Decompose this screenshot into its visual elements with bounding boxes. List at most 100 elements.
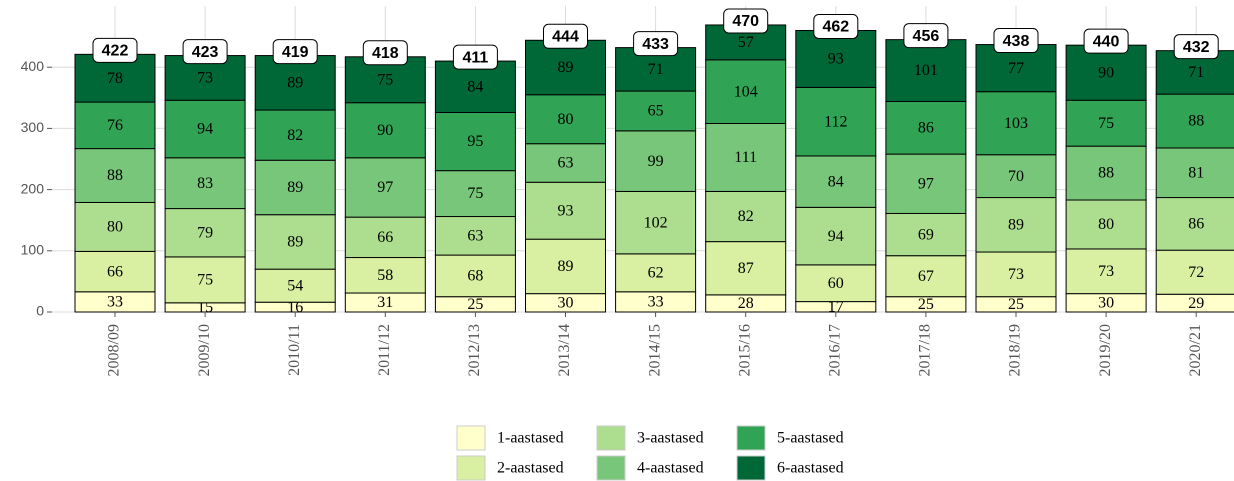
bar-segment: [525, 94, 606, 145]
value-label: 99: [648, 153, 664, 170]
x-tick-label: 2008/09: [106, 324, 123, 376]
value-label: 67: [918, 268, 934, 285]
bar-segment: [164, 99, 246, 159]
bar-segment: [615, 190, 697, 255]
value-label: 87: [738, 260, 754, 277]
total-box: [993, 28, 1039, 54]
bar-segment: [254, 55, 336, 111]
legend-label: 5-aastased: [777, 430, 844, 447]
bar-segment: [1155, 93, 1234, 149]
x-tick-label: 2016/17: [826, 324, 843, 376]
bar-segment: [1155, 197, 1234, 251]
bar-segment: [254, 214, 336, 270]
value-label: 65: [648, 103, 664, 120]
bar-segment: [525, 143, 606, 183]
bar-segment: [885, 212, 967, 257]
bar-segment: [975, 154, 1057, 199]
legend-label: 6-aastased: [777, 460, 844, 477]
total-label: 423: [192, 44, 219, 61]
value-label: 95: [467, 133, 483, 150]
value-label: 15: [197, 299, 213, 316]
value-label: 93: [558, 202, 574, 219]
bar-segment: [344, 257, 426, 294]
value-label: 28: [738, 295, 754, 312]
x-tick-label: 2019/20: [1097, 324, 1114, 376]
value-label: 25: [1008, 296, 1024, 313]
value-label: 88: [1188, 113, 1204, 130]
value-label: 71: [648, 61, 664, 78]
bar-segment: [344, 216, 426, 259]
value-label: 112: [824, 113, 847, 130]
total-box: [92, 37, 138, 63]
bar-segment: [164, 208, 246, 258]
bar-segment: [1155, 249, 1234, 295]
y-tick-label: 0: [36, 303, 44, 319]
value-label: 66: [107, 263, 123, 280]
value-label: 62: [648, 265, 664, 282]
bar-segment: [525, 238, 606, 295]
value-label: 94: [197, 121, 213, 138]
value-label: 89: [287, 179, 303, 196]
value-label: 81: [1188, 164, 1204, 181]
bar-segment: [975, 251, 1057, 298]
value-label: 82: [287, 127, 303, 144]
value-label: 72: [1188, 264, 1204, 281]
value-label: 33: [648, 294, 664, 311]
y-tick-label: 200: [21, 180, 45, 196]
value-label: 73: [197, 70, 213, 87]
value-label: 25: [467, 296, 483, 313]
x-tick-label: 2010/11: [286, 324, 303, 376]
total-box: [543, 23, 588, 49]
total-label: 422: [102, 43, 129, 60]
value-label: 30: [1098, 294, 1114, 311]
y-tick-label: 100: [21, 242, 45, 258]
bar-segment: [434, 111, 516, 172]
bar-segment: [795, 86, 877, 157]
value-label: 78: [107, 70, 123, 87]
bar-segment: [615, 130, 697, 192]
bar-segment: [705, 190, 787, 243]
value-label: 86: [1188, 216, 1204, 233]
bar-segment: [795, 206, 877, 266]
value-label: 75: [1098, 115, 1114, 132]
bar-segment: [885, 39, 967, 102]
bar-segment: [164, 157, 246, 210]
legend-label: 1-aastased: [497, 430, 564, 447]
total-label: 432: [1183, 39, 1210, 56]
y-tick-label: 300: [21, 119, 45, 135]
value-label: 83: [197, 175, 213, 192]
bar-segment: [254, 109, 336, 161]
bar-segment: [885, 100, 967, 155]
x-tick-label: 2020/21: [1187, 324, 1204, 376]
value-label: 89: [558, 59, 574, 76]
value-label: 88: [1098, 165, 1114, 182]
value-label: 97: [377, 179, 393, 196]
bar-segment: [705, 59, 787, 125]
legend-label: 4-aastased: [637, 460, 704, 477]
bar-segment: [74, 250, 156, 293]
value-label: 97: [918, 175, 934, 192]
value-label: 80: [1098, 216, 1114, 233]
total-box: [182, 39, 228, 65]
x-tick-label: 2014/15: [646, 324, 663, 376]
total-label: 470: [732, 13, 759, 30]
value-label: 88: [107, 167, 123, 184]
value-label: 104: [734, 83, 758, 100]
total-box: [723, 8, 769, 34]
total-box: [1173, 34, 1219, 60]
value-label: 89: [1008, 216, 1024, 233]
bar-segment: [705, 241, 787, 296]
bar-segment: [1065, 44, 1147, 101]
value-label: 80: [107, 219, 123, 236]
value-label: 16: [287, 299, 303, 316]
legend-label: 3-aastased: [637, 430, 704, 447]
value-label: 93: [828, 51, 844, 68]
bar-segment: [74, 101, 156, 150]
value-label: 89: [287, 74, 303, 91]
x-tick-label: 2011/12: [376, 324, 393, 376]
legend-swatch: [736, 425, 766, 451]
bar-segment: [1065, 199, 1147, 250]
x-tick-label: 2013/14: [556, 324, 573, 376]
total-label: 440: [1093, 33, 1120, 50]
value-label: 31: [377, 294, 393, 311]
